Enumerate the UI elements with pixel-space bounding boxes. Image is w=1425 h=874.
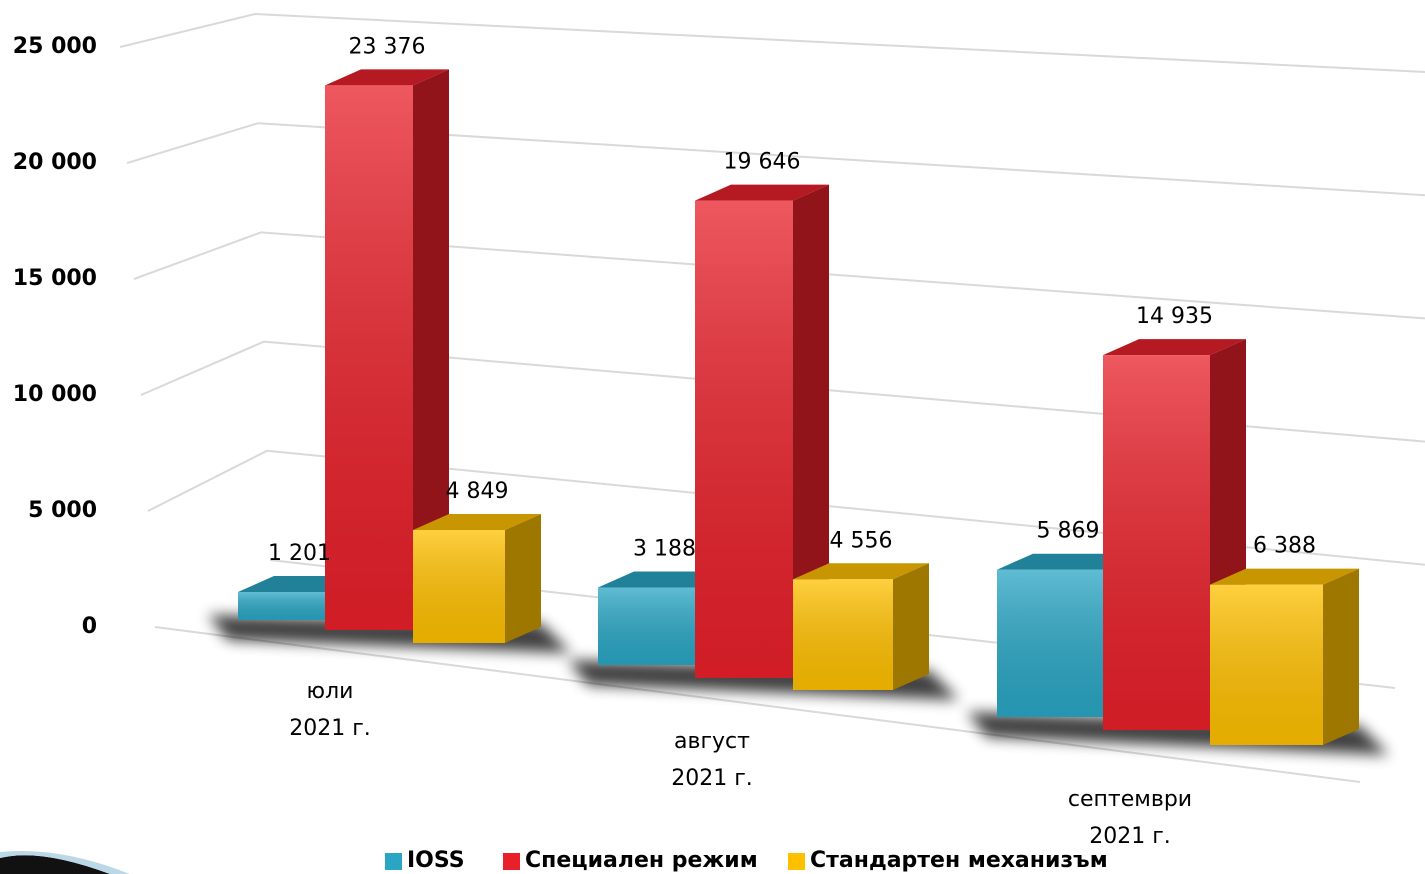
- data-label: 6 388: [1253, 534, 1316, 559]
- bar-shine: [325, 85, 413, 630]
- data-label: 5 869: [1037, 519, 1100, 544]
- bar-side: [893, 563, 929, 690]
- x-tick-label: 2021 г.: [1089, 824, 1171, 849]
- legend-label: Стандартен механизъм: [810, 848, 1108, 873]
- y-tick-label: 10 000: [13, 382, 97, 407]
- data-label: 19 646: [724, 150, 801, 175]
- bar-side: [505, 514, 541, 643]
- bar-side: [413, 69, 449, 630]
- x-tick-label: юли: [307, 679, 354, 704]
- x-tick-label: септември: [1068, 787, 1192, 812]
- bar-top: [1103, 339, 1246, 356]
- y-tick-label: 20 000: [13, 150, 97, 175]
- bar-shine: [1103, 355, 1210, 730]
- bar-top: [413, 514, 541, 531]
- grid-line: [133, 231, 1425, 320]
- legend-label: Специален режим: [525, 848, 758, 873]
- bar-shine: [598, 587, 695, 665]
- y-tick-label: 5 000: [28, 498, 97, 523]
- y-tick-label: 0: [82, 614, 97, 639]
- grid-line: [154, 626, 1361, 783]
- bar-shine: [1210, 584, 1323, 745]
- data-label: 3 188: [633, 537, 696, 562]
- data-label: 1 201: [268, 541, 331, 566]
- grid-line: [119, 12, 1425, 73]
- legend-swatch: [385, 853, 402, 870]
- y-tick-label: 15 000: [13, 266, 97, 291]
- legend-swatch: [788, 853, 805, 870]
- legend-label: IOSS: [407, 848, 465, 873]
- bar-top: [1210, 568, 1359, 585]
- bar-side: [793, 184, 829, 678]
- bar-shine: [238, 592, 325, 620]
- data-label: 4 849: [446, 479, 509, 504]
- data-label: 4 556: [830, 528, 893, 553]
- bar-shine: [695, 200, 793, 678]
- bar-shine: [997, 569, 1103, 717]
- bar-top: [325, 69, 449, 86]
- legend-swatch: [503, 853, 520, 870]
- x-tick-label: 2021 г.: [671, 766, 753, 791]
- bar-shine: [413, 530, 505, 643]
- grid-line: [126, 122, 1425, 197]
- x-tick-label: 2021 г.: [289, 716, 371, 741]
- decoration: [0, 850, 130, 874]
- bar-top: [793, 563, 929, 580]
- grid-line: [140, 340, 1425, 443]
- bar-top: [695, 184, 829, 201]
- data-label: 23 376: [349, 34, 426, 59]
- data-label: 14 935: [1136, 304, 1213, 329]
- decoration: [0, 855, 110, 874]
- bar-side: [1323, 568, 1359, 745]
- y-tick-label: 25 000: [13, 34, 97, 59]
- bar-shine: [793, 579, 893, 690]
- grid-line: [147, 449, 1425, 566]
- x-tick-label: август: [674, 729, 750, 754]
